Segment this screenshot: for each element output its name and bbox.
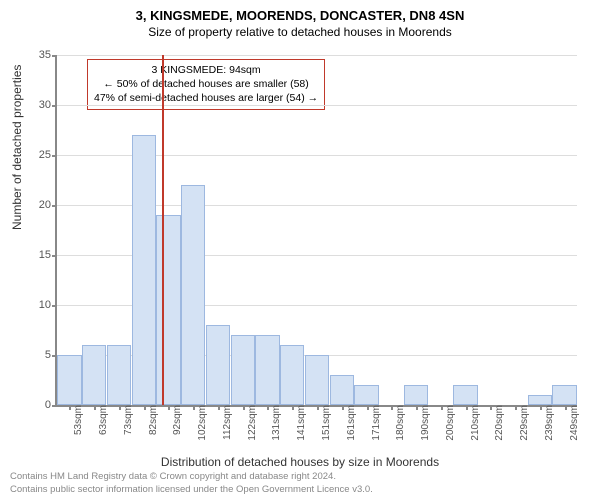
histogram-bar [404, 385, 428, 405]
x-axis-label: Distribution of detached houses by size … [0, 455, 600, 469]
x-tick-label: 53sqm [69, 405, 84, 435]
y-tick-label: 25 [39, 149, 57, 161]
grid-line [57, 105, 577, 106]
annotation-box: 3 KINGSMEDE: 94sqm ← 50% of detached hou… [87, 59, 325, 110]
x-tick-label: 200sqm [441, 405, 456, 441]
chart-title: 3, KINGSMEDE, MOORENDS, DONCASTER, DN8 4… [0, 0, 600, 23]
y-tick-label: 0 [45, 399, 57, 411]
x-tick-label: 122sqm [243, 405, 258, 441]
histogram-bar [132, 135, 156, 405]
x-tick-label: 229sqm [515, 405, 530, 441]
histogram-bar [305, 355, 329, 405]
x-tick-label: 220sqm [490, 405, 505, 441]
x-tick-label: 171sqm [367, 405, 382, 441]
histogram-bar [255, 335, 279, 405]
x-tick-label: 131sqm [267, 405, 282, 441]
x-tick-label: 210sqm [466, 405, 481, 441]
x-tick-label: 190sqm [416, 405, 431, 441]
x-tick-label: 63sqm [94, 405, 109, 435]
annotation-line3: 47% of semi-detached houses are larger (… [94, 91, 318, 105]
x-tick-label: 73sqm [119, 405, 134, 435]
histogram-bar [453, 385, 477, 405]
y-axis-label: Number of detached properties [10, 65, 24, 230]
histogram-bar [280, 345, 304, 405]
footer-line1: Contains HM Land Registry data © Crown c… [10, 471, 373, 483]
histogram-bar [156, 215, 180, 405]
y-tick-label: 5 [45, 349, 57, 361]
histogram-bar [552, 385, 576, 405]
histogram-bar [107, 345, 131, 405]
histogram-bar [57, 355, 81, 405]
x-tick-label: 92sqm [168, 405, 183, 435]
x-tick-label: 239sqm [540, 405, 555, 441]
y-tick-label: 35 [39, 49, 57, 61]
plot-area: 3 KINGSMEDE: 94sqm ← 50% of detached hou… [55, 55, 577, 407]
histogram-bar [181, 185, 205, 405]
x-tick-label: 82sqm [144, 405, 159, 435]
footer-attribution: Contains HM Land Registry data © Crown c… [10, 471, 373, 496]
grid-line [57, 55, 577, 56]
x-tick-label: 180sqm [391, 405, 406, 441]
y-tick-label: 15 [39, 249, 57, 261]
histogram-chart: 3, KINGSMEDE, MOORENDS, DONCASTER, DN8 4… [0, 0, 600, 500]
footer-line2: Contains public sector information licen… [10, 484, 373, 496]
x-tick-label: 112sqm [218, 405, 233, 440]
y-tick-label: 10 [39, 299, 57, 311]
x-tick-label: 161sqm [342, 405, 357, 441]
y-tick-label: 20 [39, 199, 57, 211]
histogram-bar [330, 375, 354, 405]
reference-line [162, 55, 164, 405]
annotation-line2: ← 50% of detached houses are smaller (58… [94, 77, 318, 91]
histogram-bar [206, 325, 230, 405]
x-tick-label: 249sqm [565, 405, 580, 441]
histogram-bar [231, 335, 255, 405]
histogram-bar [82, 345, 106, 405]
histogram-bar [528, 395, 552, 405]
histogram-bar [354, 385, 378, 405]
x-tick-label: 151sqm [317, 405, 332, 441]
y-tick-label: 30 [39, 99, 57, 111]
x-tick-label: 141sqm [292, 405, 307, 441]
x-tick-label: 102sqm [193, 405, 208, 441]
annotation-line1: 3 KINGSMEDE: 94sqm [94, 63, 318, 77]
chart-subtitle: Size of property relative to detached ho… [0, 23, 600, 39]
